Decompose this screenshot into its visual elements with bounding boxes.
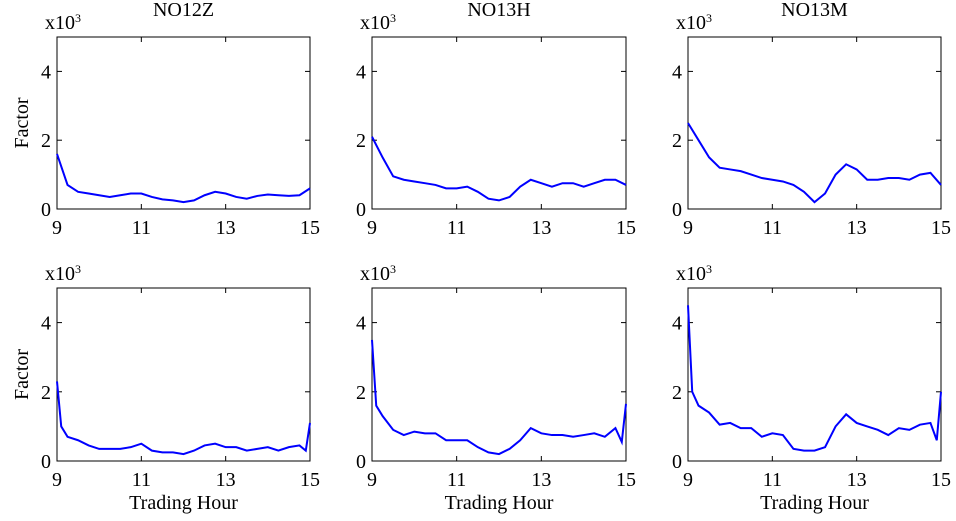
x-tick-label: 11 — [447, 469, 466, 491]
multiplier-base: x10 — [676, 263, 706, 285]
x-tick-label: 15 — [931, 217, 951, 239]
x-axis-label: Trading Hour — [760, 492, 869, 514]
x-tick-label: 15 — [300, 469, 320, 491]
y-tick-label: 2 — [41, 130, 51, 152]
y-multiplier: x103 — [45, 262, 81, 285]
x-tick-label: 11 — [763, 217, 782, 239]
y-tick-label: 2 — [356, 130, 366, 152]
x-tick-label: 13 — [531, 217, 551, 239]
data-line — [687, 122, 942, 204]
x-axis-label: Trading Hour — [129, 492, 238, 514]
data-line — [371, 339, 627, 456]
x-tick-label: 9 — [683, 469, 693, 491]
x-tick-label: 15 — [931, 469, 951, 491]
y-multiplier: x103 — [45, 11, 81, 34]
multiplier-exponent: 3 — [706, 11, 712, 25]
axes-frame — [687, 287, 942, 462]
y-tick-label: 0 — [672, 451, 682, 473]
x-tick-label: 15 — [300, 217, 320, 239]
x-axis-label: Trading Hour — [445, 492, 554, 514]
data-line — [371, 136, 627, 202]
y-tick-label: 0 — [41, 451, 51, 473]
y-tick-label: 4 — [41, 313, 51, 335]
y-multiplier: x103 — [676, 11, 712, 34]
x-tick-label: 9 — [367, 469, 377, 491]
x-tick-label: 11 — [132, 469, 151, 491]
x-tick-label: 13 — [531, 469, 551, 491]
axes-frame — [371, 36, 627, 210]
x-tick-label: 11 — [763, 469, 782, 491]
data-line — [56, 153, 311, 204]
data-line — [56, 381, 311, 456]
multiplier-base: x10 — [676, 12, 706, 34]
multiplier-base: x10 — [45, 263, 75, 285]
axes-frame — [56, 36, 311, 210]
y-tick-label: 4 — [672, 313, 682, 335]
y-tick-label: 0 — [41, 199, 51, 221]
multiplier-exponent: 3 — [75, 262, 81, 276]
multiplier-base: x10 — [45, 12, 75, 34]
y-tick-label: 2 — [356, 382, 366, 404]
x-tick-label: 15 — [616, 469, 636, 491]
multiplier-exponent: 3 — [390, 262, 396, 276]
axes-frame — [687, 36, 942, 210]
y-axis-label: Factor — [11, 97, 33, 148]
panel-title: NO13H — [467, 0, 530, 21]
x-tick-label: 11 — [132, 217, 151, 239]
multiplier-exponent: 3 — [75, 11, 81, 25]
panel-title: NO13M — [781, 0, 848, 21]
x-tick-label: 11 — [447, 217, 466, 239]
data-line — [687, 305, 942, 452]
y-tick-label: 0 — [672, 199, 682, 221]
panel-title: NO12Z — [153, 0, 214, 21]
x-tick-label: 9 — [367, 217, 377, 239]
y-tick-label: 2 — [672, 382, 682, 404]
y-axis-label: Factor — [11, 349, 33, 400]
x-tick-label: 9 — [52, 469, 62, 491]
y-tick-label: 2 — [41, 382, 51, 404]
y-multiplier: x103 — [360, 262, 396, 285]
multiplier-base: x10 — [360, 263, 390, 285]
y-tick-label: 2 — [672, 130, 682, 152]
y-tick-label: 0 — [356, 451, 366, 473]
x-tick-label: 13 — [847, 217, 867, 239]
x-tick-label: 9 — [683, 217, 693, 239]
multiplier-base: x10 — [360, 12, 390, 34]
y-tick-label: 4 — [41, 61, 51, 83]
multiplier-exponent: 3 — [390, 11, 396, 25]
y-tick-label: 4 — [672, 61, 682, 83]
x-tick-label: 13 — [847, 469, 867, 491]
x-tick-label: 13 — [216, 217, 236, 239]
x-tick-label: 9 — [52, 217, 62, 239]
multiplier-exponent: 3 — [706, 262, 712, 276]
x-tick-label: 15 — [616, 217, 636, 239]
y-tick-label: 0 — [356, 199, 366, 221]
y-tick-label: 4 — [356, 61, 366, 83]
y-multiplier: x103 — [360, 11, 396, 34]
axes-frame — [56, 287, 311, 462]
y-tick-label: 4 — [356, 313, 366, 335]
x-tick-label: 13 — [216, 469, 236, 491]
y-multiplier: x103 — [676, 262, 712, 285]
